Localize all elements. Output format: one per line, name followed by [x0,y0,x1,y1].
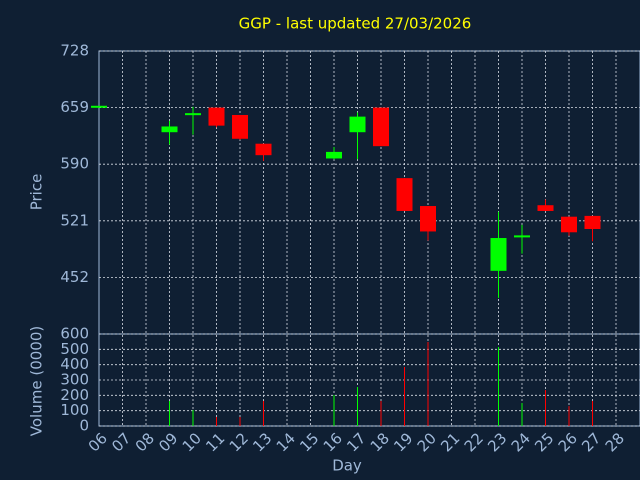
x-tick-label: 15 [296,429,322,455]
candle-body [161,126,178,133]
x-tick-label: 17 [343,429,369,455]
x-tick-label: 21 [437,429,463,455]
candle-body [490,238,507,271]
candle-body [232,114,248,139]
x-tick-label: 07 [108,429,134,455]
y-tick-label: 728 [60,42,89,60]
x-tick-label: 24 [508,429,534,455]
candle-body [373,107,389,147]
y-tick-label: 521 [60,211,89,229]
x-tick-label: 18 [367,429,393,455]
y2-tick-label: 500 [60,340,89,358]
y2-tick-label: 600 [60,325,89,343]
x-tick-label: 22 [461,429,487,455]
y-axis-label: Price [28,174,46,211]
y2-tick-label: 0 [79,417,89,435]
x-tick-label: 19 [390,429,416,455]
candle-body [349,116,366,133]
x-tick-label: 20 [414,429,440,455]
volume-axis-label: Volume (0000) [28,326,46,436]
x-tick-label: 23 [484,429,510,455]
chart-title: GGP - last updated 27/03/2026 [239,15,472,33]
x-tick-label: 27 [578,429,604,455]
x-tick-label: 26 [555,429,581,455]
candle-body [514,235,530,238]
candle-body [208,107,225,126]
y2-tick-label: 300 [60,371,89,389]
y-tick-label: 452 [60,268,89,286]
x-tick-label: 10 [179,429,205,455]
x-axis-label: Day [332,457,362,475]
x-tick-label: 08 [132,429,158,455]
candle-body [185,113,201,116]
candle-body [420,206,436,232]
x-tick-label: 13 [249,429,275,455]
x-tick-label: 16 [320,429,346,455]
y-tick-label: 590 [60,155,89,173]
candle-body [326,151,342,159]
y2-tick-label: 200 [60,386,89,404]
candle-body [584,215,601,230]
x-tick-label: 25 [531,429,557,455]
x-tick-label: 11 [202,429,228,455]
y2-tick-label: 400 [60,355,89,373]
x-tick-label: 14 [273,429,299,455]
x-tick-label: 09 [155,429,181,455]
candle-body [537,205,554,211]
y-tick-label: 659 [60,98,89,116]
y2-tick-label: 100 [60,401,89,419]
candle-body [396,178,413,211]
plot-frame [98,50,640,427]
x-tick-label: 12 [226,429,252,455]
x-tick-label: 28 [602,429,628,455]
candle-body [255,143,272,156]
candle-body [91,105,107,108]
candle-body [561,216,577,233]
